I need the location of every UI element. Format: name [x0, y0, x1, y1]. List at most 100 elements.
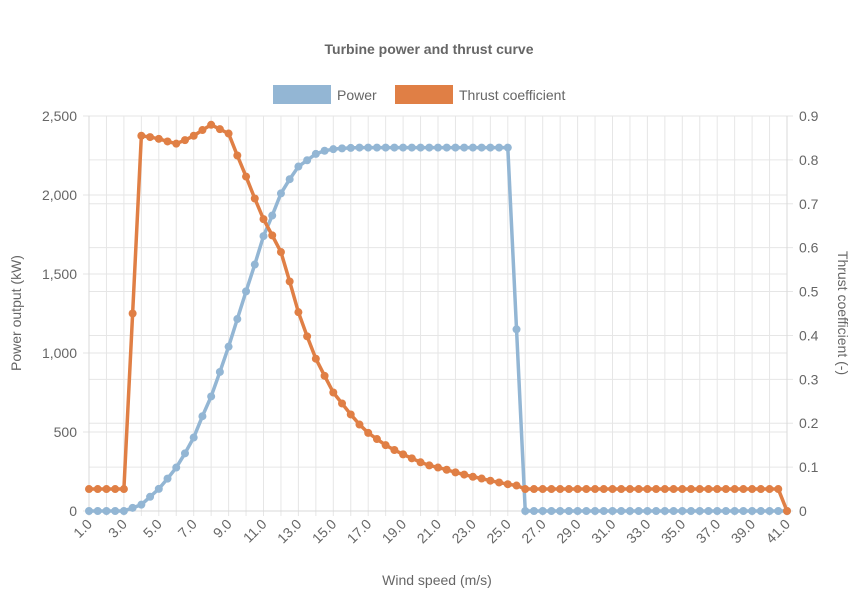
data-point-power[interactable] — [582, 507, 591, 515]
data-point-thrust[interactable] — [207, 120, 216, 129]
data-point-power[interactable] — [652, 507, 661, 515]
data-point-power[interactable] — [329, 145, 338, 154]
data-point-power[interactable] — [774, 507, 783, 515]
data-point-power[interactable] — [434, 143, 442, 152]
data-point-thrust[interactable] — [765, 485, 774, 494]
data-point-thrust[interactable] — [338, 399, 347, 408]
data-point-thrust[interactable] — [364, 428, 373, 437]
data-point-thrust[interactable] — [556, 485, 565, 494]
data-point-power[interactable] — [311, 149, 320, 158]
data-point-thrust[interactable] — [529, 485, 538, 494]
data-point-power[interactable] — [119, 507, 128, 515]
data-point-thrust[interactable] — [669, 485, 678, 494]
data-point-power[interactable] — [678, 507, 687, 515]
data-point-thrust[interactable] — [233, 151, 242, 160]
data-point-power[interactable] — [180, 449, 189, 458]
data-point-thrust[interactable] — [687, 485, 696, 494]
data-point-power[interactable] — [233, 315, 242, 324]
data-point-thrust[interactable] — [591, 485, 600, 494]
data-point-power[interactable] — [137, 500, 146, 509]
data-point-power[interactable] — [713, 507, 722, 515]
data-point-power[interactable] — [207, 392, 216, 401]
data-point-power[interactable] — [643, 507, 652, 515]
data-point-thrust[interactable] — [93, 485, 102, 494]
data-point-power[interactable] — [111, 507, 120, 515]
data-point-thrust[interactable] — [512, 481, 521, 490]
data-point-power[interactable] — [85, 507, 93, 515]
data-point-power[interactable] — [146, 492, 155, 501]
data-point-power[interactable] — [154, 484, 163, 493]
data-point-thrust[interactable] — [451, 468, 460, 477]
data-point-power[interactable] — [687, 507, 696, 515]
data-point-thrust[interactable] — [608, 485, 617, 494]
data-point-power[interactable] — [355, 143, 364, 152]
data-point-thrust[interactable] — [294, 308, 303, 317]
data-point-thrust[interactable] — [163, 137, 172, 146]
data-point-thrust[interactable] — [250, 194, 259, 203]
data-point-power[interactable] — [660, 507, 669, 515]
data-point-thrust[interactable] — [355, 420, 364, 429]
data-point-thrust[interactable] — [180, 136, 189, 145]
data-point-power[interactable] — [285, 175, 294, 184]
data-point-power[interactable] — [608, 507, 617, 515]
data-point-power[interactable] — [372, 143, 381, 152]
data-point-power[interactable] — [364, 143, 373, 152]
data-point-power[interactable] — [442, 143, 451, 152]
data-point-power[interactable] — [573, 507, 582, 515]
data-point-power[interactable] — [102, 507, 111, 515]
data-point-power[interactable] — [320, 146, 329, 155]
data-point-thrust[interactable] — [268, 231, 277, 240]
data-point-power[interactable] — [259, 232, 268, 241]
data-point-power[interactable] — [250, 260, 259, 269]
data-point-thrust[interactable] — [695, 485, 704, 494]
legend-entry-power[interactable]: Power — [273, 85, 377, 104]
data-point-thrust[interactable] — [617, 485, 626, 494]
data-point-thrust[interactable] — [320, 371, 329, 380]
data-point-power[interactable] — [128, 503, 137, 512]
data-point-thrust[interactable] — [407, 454, 416, 463]
data-point-thrust[interactable] — [678, 485, 687, 494]
data-point-thrust[interactable] — [416, 458, 425, 467]
data-point-power[interactable] — [172, 463, 181, 472]
data-point-thrust[interactable] — [259, 215, 268, 224]
data-point-power[interactable] — [416, 143, 425, 152]
data-point-thrust[interactable] — [503, 480, 512, 489]
data-point-thrust[interactable] — [390, 445, 399, 454]
data-point-power[interactable] — [529, 507, 538, 515]
data-point-thrust[interactable] — [434, 463, 442, 472]
data-point-thrust[interactable] — [495, 478, 504, 487]
data-point-thrust[interactable] — [486, 476, 495, 485]
data-point-thrust[interactable] — [538, 485, 547, 494]
data-point-thrust[interactable] — [102, 485, 111, 494]
data-point-power[interactable] — [477, 143, 486, 152]
data-point-power[interactable] — [215, 367, 224, 376]
data-point-power[interactable] — [381, 143, 390, 152]
data-point-thrust[interactable] — [285, 277, 294, 286]
data-point-power[interactable] — [547, 507, 556, 515]
data-point-power[interactable] — [521, 507, 530, 515]
data-point-thrust[interactable] — [303, 332, 312, 341]
data-point-thrust[interactable] — [643, 485, 652, 494]
data-point-power[interactable] — [634, 507, 643, 515]
data-point-power[interactable] — [503, 143, 512, 152]
data-point-thrust[interactable] — [748, 485, 757, 494]
data-point-thrust[interactable] — [573, 485, 582, 494]
data-point-thrust[interactable] — [381, 441, 390, 450]
data-point-thrust[interactable] — [425, 461, 434, 470]
data-point-thrust[interactable] — [599, 485, 608, 494]
data-point-thrust[interactable] — [198, 126, 207, 135]
data-point-thrust[interactable] — [215, 125, 224, 134]
data-point-power[interactable] — [486, 143, 495, 152]
data-point-thrust[interactable] — [460, 470, 469, 479]
data-point-thrust[interactable] — [739, 485, 748, 494]
data-point-power[interactable] — [512, 325, 521, 334]
data-point-thrust[interactable] — [137, 131, 146, 140]
data-point-power[interactable] — [721, 507, 730, 515]
data-point-power[interactable] — [591, 507, 600, 515]
data-point-thrust[interactable] — [146, 133, 155, 142]
data-point-power[interactable] — [695, 507, 704, 515]
data-point-thrust[interactable] — [783, 507, 791, 515]
data-point-thrust[interactable] — [468, 472, 477, 481]
data-point-power[interactable] — [242, 287, 251, 296]
data-point-power[interactable] — [564, 507, 573, 515]
